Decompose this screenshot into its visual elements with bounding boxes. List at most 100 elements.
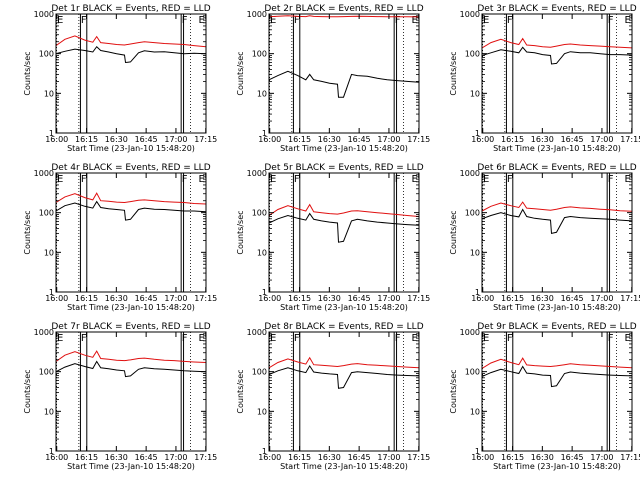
y-tick-label: 100 bbox=[252, 209, 267, 218]
x-tick-label: 16:30 bbox=[531, 135, 554, 144]
region-marker: E bbox=[483, 15, 489, 26]
y-tick-label: 1000 bbox=[247, 328, 267, 337]
x-tick-label: 16:30 bbox=[105, 135, 128, 144]
x-tick-label: 16:45 bbox=[135, 135, 158, 144]
panel-title: Det 8r BLACK = Events, RED = LLD bbox=[264, 322, 423, 332]
y-axis-label: Counts/sec bbox=[236, 51, 245, 95]
y-tick-label: 1 bbox=[262, 129, 267, 138]
series-events bbox=[269, 364, 419, 389]
y-tick-label: 10 bbox=[257, 407, 267, 416]
region-marker: E bbox=[270, 174, 276, 185]
x-tick-label: 17:15 bbox=[620, 294, 640, 303]
y-tick-label: 1000 bbox=[34, 10, 54, 19]
region-marker: F bbox=[81, 333, 87, 344]
x-tick-label: 17:00 bbox=[377, 135, 400, 144]
x-axis-label: Start Time (23-Jan-10 15:48:20) bbox=[67, 144, 195, 153]
panel-title: Det 4r BLACK = Events, RED = LLD bbox=[51, 163, 210, 173]
series-events bbox=[269, 70, 419, 98]
region-marker: F bbox=[395, 15, 401, 26]
region-marker: F bbox=[182, 333, 188, 344]
x-tick-label: 16:30 bbox=[318, 135, 341, 144]
x-tick-label: 17:15 bbox=[407, 294, 430, 303]
y-tick-label: 1000 bbox=[247, 10, 267, 19]
x-tick-label: 16:15 bbox=[288, 135, 311, 144]
y-tick-label: 100 bbox=[39, 368, 54, 377]
x-tick-label: 16:00 bbox=[258, 294, 281, 303]
panel-title: Det 9r BLACK = Events, RED = LLD bbox=[477, 322, 636, 332]
region-marker: E bbox=[624, 174, 630, 185]
y-axis-label: Counts/sec bbox=[23, 210, 32, 254]
y-tick-label: 1000 bbox=[34, 328, 54, 337]
y-tick-label: 1 bbox=[49, 288, 54, 297]
x-tick-label: 16:15 bbox=[288, 453, 311, 462]
x-tick-label: 17:00 bbox=[377, 453, 400, 462]
panel-title: Det 6r BLACK = Events, RED = LLD bbox=[477, 163, 636, 173]
x-tick-label: 17:15 bbox=[194, 294, 217, 303]
x-tick-label: 17:00 bbox=[590, 453, 613, 462]
x-tick-label: 16:00 bbox=[258, 453, 281, 462]
region-marker: E bbox=[411, 15, 417, 26]
x-tick-label: 16:00 bbox=[471, 453, 494, 462]
region-marker: E bbox=[57, 15, 63, 26]
series-lld bbox=[56, 350, 206, 363]
y-tick-label: 1 bbox=[262, 447, 267, 456]
y-tick-label: 100 bbox=[465, 368, 480, 377]
x-tick-label: 16:30 bbox=[531, 294, 554, 303]
series-lld bbox=[269, 15, 419, 18]
y-tick-label: 10 bbox=[44, 248, 54, 257]
y-tick-label: 1 bbox=[475, 288, 480, 297]
y-tick-label: 1000 bbox=[460, 328, 480, 337]
x-tick-label: 17:00 bbox=[164, 453, 187, 462]
x-axis-label: Start Time (23-Jan-10 15:48:20) bbox=[280, 303, 408, 312]
x-tick-label: 17:15 bbox=[407, 453, 430, 462]
series-lld bbox=[269, 356, 419, 369]
panel-title: Det 1r BLACK = Events, RED = LLD bbox=[51, 4, 210, 14]
x-axis-label: Start Time (23-Jan-10 15:48:20) bbox=[67, 462, 195, 471]
region-marker: E bbox=[198, 15, 204, 26]
x-tick-label: 17:00 bbox=[164, 294, 187, 303]
y-tick-label: 1000 bbox=[460, 10, 480, 19]
plot-frame bbox=[55, 172, 207, 293]
x-tick-label: 16:45 bbox=[561, 453, 584, 462]
x-tick-label: 17:00 bbox=[377, 294, 400, 303]
x-tick-label: 17:15 bbox=[194, 135, 217, 144]
x-tick-label: 16:30 bbox=[105, 294, 128, 303]
y-tick-label: 10 bbox=[257, 89, 267, 98]
region-marker: E bbox=[270, 15, 276, 26]
y-tick-label: 100 bbox=[39, 50, 54, 59]
region-marker: E bbox=[411, 174, 417, 185]
y-tick-label: 1 bbox=[475, 129, 480, 138]
x-tick-label: 17:15 bbox=[620, 453, 640, 462]
y-tick-label: 100 bbox=[465, 209, 480, 218]
series-lld bbox=[482, 357, 632, 369]
region-marker: F bbox=[182, 15, 188, 26]
plot-frame bbox=[55, 13, 207, 134]
y-axis-label: Counts/sec bbox=[23, 369, 32, 413]
region-marker: E bbox=[57, 174, 63, 185]
series-lld bbox=[482, 201, 632, 212]
plot-frame bbox=[481, 172, 633, 293]
x-axis-label: Start Time (23-Jan-10 15:48:20) bbox=[493, 144, 621, 153]
y-tick-label: 10 bbox=[44, 407, 54, 416]
y-tick-label: 10 bbox=[257, 248, 267, 257]
x-tick-label: 16:15 bbox=[75, 453, 98, 462]
region-marker: E bbox=[57, 333, 63, 344]
region-marker: F bbox=[294, 333, 300, 344]
y-tick-label: 1 bbox=[475, 447, 480, 456]
region-marker: F bbox=[507, 15, 513, 26]
region-marker: F bbox=[294, 174, 300, 185]
x-tick-label: 16:15 bbox=[288, 294, 311, 303]
y-axis-label: Counts/sec bbox=[236, 210, 245, 254]
x-axis-label: Start Time (23-Jan-10 15:48:20) bbox=[67, 303, 195, 312]
series-lld bbox=[269, 203, 419, 217]
region-marker: E bbox=[411, 333, 417, 344]
x-tick-label: 16:15 bbox=[75, 135, 98, 144]
x-tick-label: 16:45 bbox=[135, 294, 158, 303]
